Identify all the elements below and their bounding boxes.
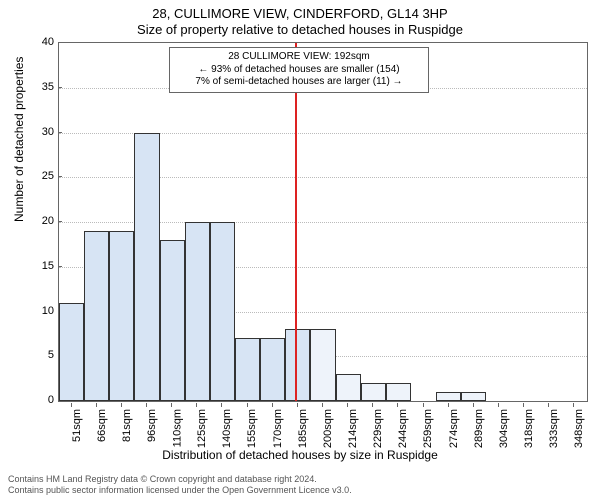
x-tick-label: 140sqm — [221, 409, 233, 448]
annotation-line1: 28 CULLIMORE VIEW: 192sqm — [176, 51, 422, 64]
x-tick-label: 214sqm — [347, 409, 359, 448]
x-tick-mark — [498, 403, 499, 407]
x-tick-mark — [171, 403, 172, 407]
marker-line — [295, 43, 297, 401]
x-tick-label: 348sqm — [573, 409, 585, 448]
y-tick-label: 5 — [24, 349, 54, 361]
y-axis-ticks: 0510152025303540 — [20, 42, 58, 402]
x-tick-label: 229sqm — [372, 409, 384, 448]
histogram-bar — [461, 392, 486, 401]
histogram-bar — [59, 303, 84, 401]
x-tick-label: 81sqm — [121, 409, 133, 442]
x-tick-mark — [322, 403, 323, 407]
x-tick-mark — [121, 403, 122, 407]
histogram-bar — [160, 240, 185, 401]
histogram-bar — [310, 329, 335, 401]
annotation-box: 28 CULLIMORE VIEW: 192sqm ← 93% of detac… — [169, 47, 429, 93]
histogram-bar — [185, 222, 210, 401]
x-tick-mark — [221, 403, 222, 407]
x-tick-mark — [573, 403, 574, 407]
x-tick-label: 110sqm — [171, 409, 183, 447]
x-tick-label: 66sqm — [96, 409, 108, 442]
x-tick-mark — [372, 403, 373, 407]
y-tick-label: 10 — [24, 305, 54, 317]
histogram-bar — [260, 338, 285, 401]
x-tick-mark — [297, 403, 298, 407]
x-tick-label: 96sqm — [146, 409, 158, 442]
x-tick-mark — [272, 403, 273, 407]
x-tick-label: 289sqm — [473, 409, 485, 448]
x-tick-mark — [523, 403, 524, 407]
chart-container: 28, CULLIMORE VIEW, CINDERFORD, GL14 3HP… — [0, 0, 600, 500]
x-tick-mark — [397, 403, 398, 407]
histogram-bar — [361, 383, 386, 401]
plot-area: 28 CULLIMORE VIEW: 192sqm ← 93% of detac… — [58, 42, 588, 402]
x-tick-mark — [96, 403, 97, 407]
histogram-bar — [134, 133, 159, 402]
x-tick-label: 333sqm — [548, 409, 560, 448]
footer-text: Contains HM Land Registry data © Crown c… — [8, 474, 352, 496]
x-axis-label: Distribution of detached houses by size … — [0, 448, 600, 462]
annotation-line2: ← 93% of detached houses are smaller (15… — [176, 64, 422, 77]
y-tick-label: 25 — [24, 170, 54, 182]
x-tick-mark — [548, 403, 549, 407]
x-tick-label: 185sqm — [297, 409, 309, 448]
y-tick-label: 35 — [24, 81, 54, 93]
histogram-bar — [84, 231, 109, 401]
x-tick-label: 304sqm — [498, 409, 510, 448]
footer-line2: Contains public sector information licen… — [8, 485, 352, 496]
x-tick-label: 155sqm — [247, 409, 259, 448]
chart-title-main: 28, CULLIMORE VIEW, CINDERFORD, GL14 3HP — [0, 6, 600, 21]
y-tick-label: 0 — [24, 394, 54, 406]
y-tick-label: 20 — [24, 215, 54, 227]
histogram-bar — [285, 329, 310, 401]
x-tick-label: 274sqm — [448, 409, 460, 448]
x-tick-mark — [247, 403, 248, 407]
histogram-bar — [336, 374, 361, 401]
histogram-bar — [386, 383, 411, 401]
x-tick-label: 244sqm — [397, 409, 409, 448]
x-tick-mark — [71, 403, 72, 407]
x-tick-label: 318sqm — [523, 409, 535, 448]
x-tick-label: 51sqm — [71, 409, 83, 442]
histogram-bar — [210, 222, 235, 401]
chart-title-sub: Size of property relative to detached ho… — [0, 22, 600, 37]
x-tick-mark — [473, 403, 474, 407]
footer-line1: Contains HM Land Registry data © Crown c… — [8, 474, 352, 485]
x-tick-mark — [146, 403, 147, 407]
x-tick-label: 200sqm — [322, 409, 334, 448]
x-tick-mark — [347, 403, 348, 407]
annotation-line3: 7% of semi-detached houses are larger (1… — [176, 76, 422, 89]
histogram-bar — [235, 338, 260, 401]
y-tick-label: 40 — [24, 36, 54, 48]
x-tick-label: 125sqm — [196, 409, 208, 448]
x-axis-ticks: 51sqm 66sqm 81sqm 96sqm 110sqm 125sqm 140sqm 15… — [58, 403, 588, 453]
x-tick-mark — [448, 403, 449, 407]
x-tick-label: 170sqm — [272, 409, 284, 448]
x-tick-mark — [423, 403, 424, 407]
x-tick-mark — [196, 403, 197, 407]
histogram-bar — [436, 392, 461, 401]
y-tick-label: 15 — [24, 260, 54, 272]
histogram-bar — [109, 231, 134, 401]
x-tick-label: 259sqm — [423, 409, 435, 448]
y-tick-label: 30 — [24, 126, 54, 138]
